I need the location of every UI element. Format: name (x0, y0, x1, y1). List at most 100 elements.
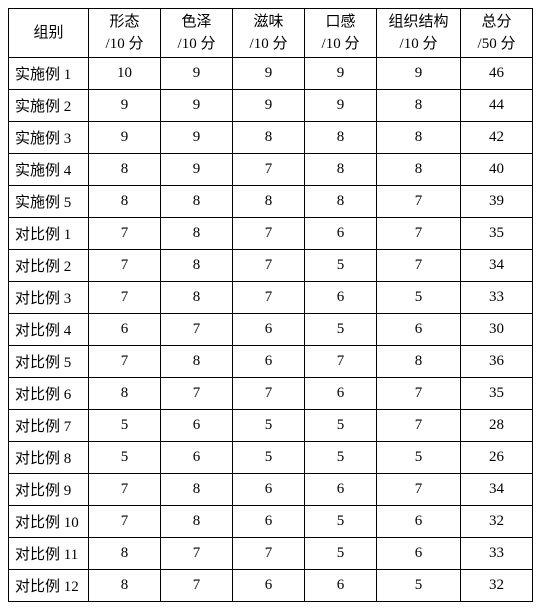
cell: 9 (161, 122, 233, 154)
cell: 5 (305, 314, 377, 346)
cell: 8 (233, 186, 305, 218)
cell: 46 (461, 58, 533, 90)
cell: 7 (89, 506, 161, 538)
table-row: 对比例 27875734 (9, 250, 533, 282)
scores-table: 组别形态/10 分色泽/10 分滋味/10 分口感/10 分组织结构/10 分总… (8, 8, 533, 602)
col-header-line1: 形态 (89, 11, 160, 34)
cell: 32 (461, 570, 533, 602)
cell: 5 (305, 442, 377, 474)
cell: 39 (461, 186, 533, 218)
cell: 35 (461, 378, 533, 410)
row-label: 对比例 9 (9, 474, 89, 506)
cell: 6 (377, 314, 461, 346)
cell: 8 (161, 282, 233, 314)
cell: 32 (461, 506, 533, 538)
cell: 5 (305, 538, 377, 570)
cell: 5 (377, 442, 461, 474)
cell: 8 (161, 346, 233, 378)
cell: 8 (161, 186, 233, 218)
cell: 7 (233, 154, 305, 186)
table-row: 实施例 29999844 (9, 90, 533, 122)
table-row: 实施例 39988842 (9, 122, 533, 154)
col-header-1: 形态/10 分 (89, 9, 161, 58)
table-row: 对比例 85655526 (9, 442, 533, 474)
cell: 33 (461, 538, 533, 570)
cell: 6 (233, 314, 305, 346)
cell: 6 (233, 506, 305, 538)
row-label: 对比例 11 (9, 538, 89, 570)
cell: 7 (377, 218, 461, 250)
cell: 7 (89, 282, 161, 314)
col-header-line2: /10 分 (89, 33, 160, 56)
cell: 7 (233, 218, 305, 250)
cell: 7 (377, 410, 461, 442)
row-label: 对比例 4 (9, 314, 89, 346)
table-row: 对比例 118775633 (9, 538, 533, 570)
cell: 7 (233, 250, 305, 282)
cell: 9 (161, 154, 233, 186)
row-label: 对比例 7 (9, 410, 89, 442)
cell: 35 (461, 218, 533, 250)
cell: 6 (161, 410, 233, 442)
cell: 8 (89, 378, 161, 410)
cell: 7 (161, 314, 233, 346)
cell: 44 (461, 90, 533, 122)
cell: 6 (377, 538, 461, 570)
table-body: 实施例 110999946实施例 29999844实施例 39988842实施例… (9, 58, 533, 602)
row-label: 实施例 2 (9, 90, 89, 122)
table-row: 对比例 37876533 (9, 282, 533, 314)
cell: 8 (89, 538, 161, 570)
cell: 5 (377, 570, 461, 602)
cell: 8 (89, 154, 161, 186)
cell: 8 (377, 346, 461, 378)
cell: 7 (89, 474, 161, 506)
cell: 8 (89, 570, 161, 602)
col-header-3: 滋味/10 分 (233, 9, 305, 58)
cell: 7 (233, 378, 305, 410)
cell: 33 (461, 282, 533, 314)
table-header: 组别形态/10 分色泽/10 分滋味/10 分口感/10 分组织结构/10 分总… (9, 9, 533, 58)
col-header-0: 组别 (9, 9, 89, 58)
cell: 8 (233, 122, 305, 154)
cell: 7 (377, 250, 461, 282)
col-header-line1: 滋味 (233, 11, 304, 34)
cell: 26 (461, 442, 533, 474)
cell: 8 (305, 122, 377, 154)
cell: 34 (461, 474, 533, 506)
cell: 7 (233, 538, 305, 570)
cell: 9 (233, 58, 305, 90)
cell: 8 (305, 186, 377, 218)
cell: 6 (305, 218, 377, 250)
cell: 9 (89, 122, 161, 154)
row-label: 对比例 8 (9, 442, 89, 474)
cell: 6 (233, 474, 305, 506)
cell: 30 (461, 314, 533, 346)
cell: 5 (233, 410, 305, 442)
col-header-line2: /50 分 (461, 33, 532, 56)
cell: 5 (305, 250, 377, 282)
cell: 6 (161, 442, 233, 474)
row-label: 对比例 5 (9, 346, 89, 378)
col-header-line2: /10 分 (377, 33, 460, 56)
cell: 8 (377, 90, 461, 122)
col-header-line1: 色泽 (161, 11, 232, 34)
cell: 8 (89, 186, 161, 218)
table-row: 对比例 57867836 (9, 346, 533, 378)
cell: 5 (89, 410, 161, 442)
cell: 5 (305, 410, 377, 442)
cell: 7 (305, 346, 377, 378)
table-row: 实施例 58888739 (9, 186, 533, 218)
row-label: 实施例 3 (9, 122, 89, 154)
cell: 5 (89, 442, 161, 474)
col-header-line2: /10 分 (233, 33, 304, 56)
cell: 8 (305, 154, 377, 186)
col-header-2: 色泽/10 分 (161, 9, 233, 58)
cell: 9 (377, 58, 461, 90)
cell: 9 (89, 90, 161, 122)
cell: 6 (377, 506, 461, 538)
col-header-5: 组织结构/10 分 (377, 9, 461, 58)
cell: 5 (305, 506, 377, 538)
col-header-line1: 口感 (305, 11, 376, 34)
cell: 9 (161, 58, 233, 90)
cell: 9 (161, 90, 233, 122)
